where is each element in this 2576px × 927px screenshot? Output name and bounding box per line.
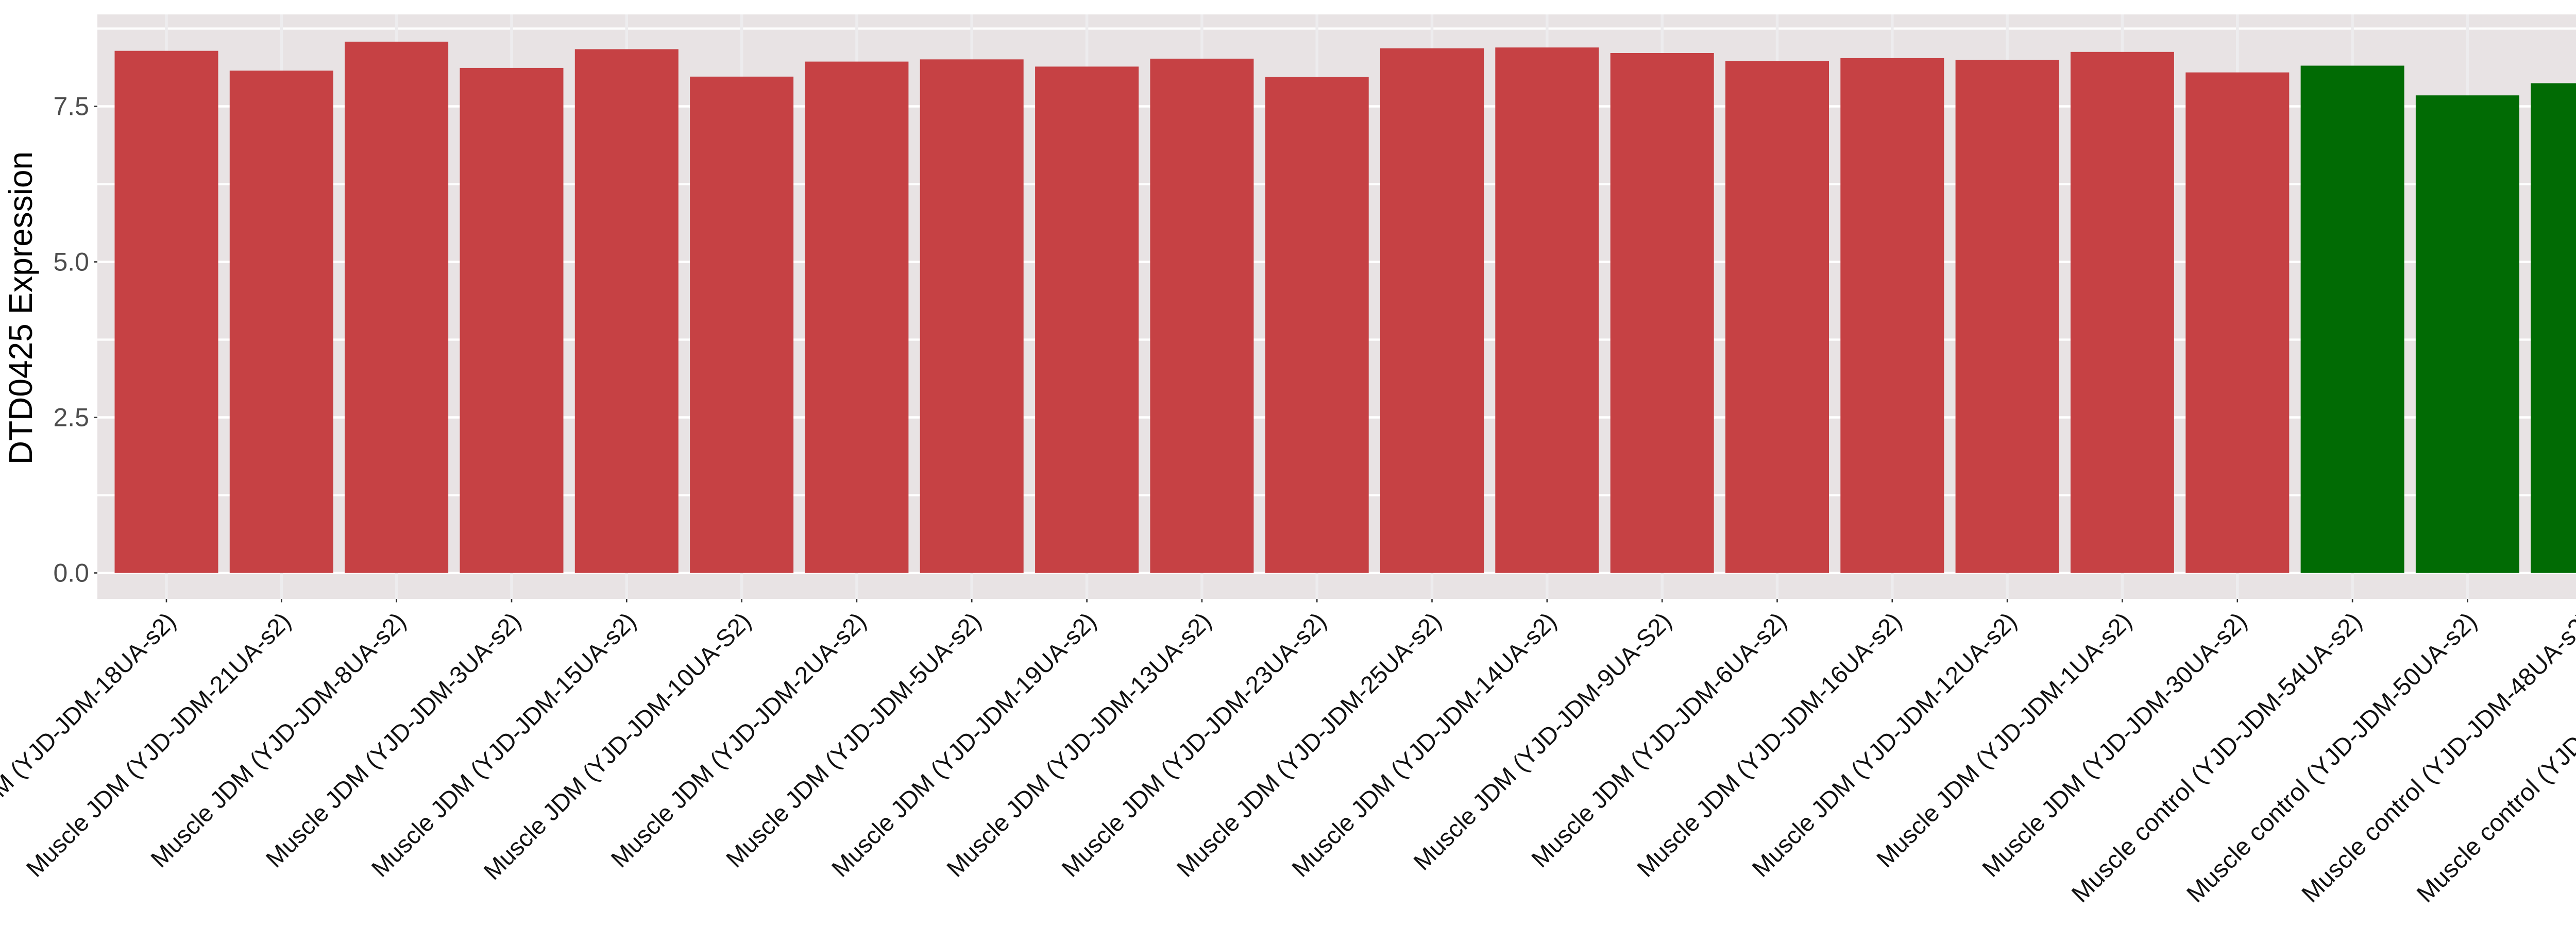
- svg-text:7.5: 7.5: [53, 92, 89, 121]
- svg-text:5.0: 5.0: [53, 248, 89, 277]
- svg-text:DTD0425 Expression: DTD0425 Expression: [2, 151, 39, 465]
- svg-text:2.5: 2.5: [53, 403, 89, 432]
- svg-text:0.0: 0.0: [53, 559, 89, 588]
